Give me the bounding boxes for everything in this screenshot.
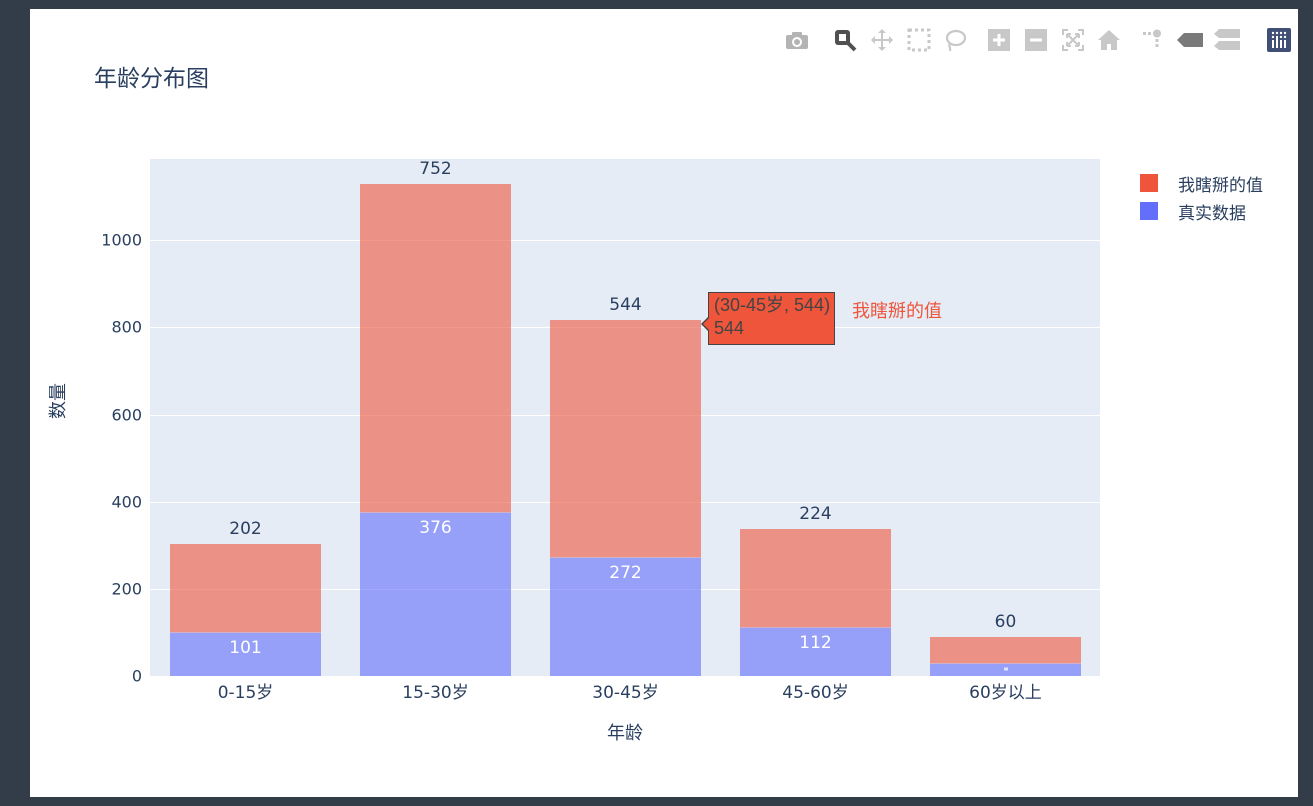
hover-closest-icon[interactable] <box>1177 27 1203 53</box>
bar-real-3[interactable] <box>740 627 891 676</box>
legend-item-guess[interactable]: 我瞎掰的值 <box>1140 169 1263 197</box>
hover-line-1: (30-45岁, 544) <box>714 295 831 315</box>
legend: 我瞎掰的值 真实数据 <box>1140 169 1263 225</box>
bar-label-real-0: 101 <box>229 637 262 658</box>
zoom-out-icon[interactable] <box>1023 27 1049 53</box>
hover-line-2: 544 <box>714 318 745 338</box>
bar-label-guess-1: 752 <box>419 158 452 179</box>
x-tick-2: 30-45岁 <box>592 683 659 703</box>
chart-title: 年龄分布图 <box>94 66 209 92</box>
bar-label-guess-0: 202 <box>229 518 262 539</box>
x-axis-title: 年龄 <box>607 723 643 744</box>
x-tick-0: 0-15岁 <box>217 683 274 703</box>
bar-label-real-3: 112 <box>799 633 832 654</box>
spike-lines-icon[interactable] <box>1140 27 1166 53</box>
zoom-in-icon[interactable] <box>986 27 1012 53</box>
bar-real-1[interactable] <box>360 511 511 676</box>
y-tick-400: 400 <box>111 492 142 512</box>
bar-label-real-4 <box>1003 667 1008 671</box>
hover-arrow-fill <box>703 317 710 331</box>
bar-guess-0[interactable] <box>170 543 321 633</box>
y-tick-200: 200 <box>111 579 142 599</box>
y-tick-800: 800 <box>111 317 142 337</box>
plotly-logo-icon[interactable] <box>1266 27 1292 53</box>
bar-label-real-2: 272 <box>609 563 642 584</box>
y-tick-600: 600 <box>111 405 142 425</box>
autoscale-icon[interactable] <box>1060 27 1086 53</box>
legend-label-guess: 我瞎掰的值 <box>1178 175 1263 196</box>
bar-label-real-1: 376 <box>419 517 452 538</box>
plot-container: 年龄分布图 0 200 400 600 800 1000 数量 202 101 0-… <box>30 9 1298 797</box>
hover-trace-name: 我瞎掰的值 <box>846 296 948 325</box>
x-tick-4: 60岁以上 <box>969 683 1042 703</box>
y-axis-title: 数量 <box>48 383 69 419</box>
legend-label-real: 真实数据 <box>1178 203 1246 224</box>
bar-guess-2[interactable] <box>550 319 701 559</box>
bar-guess-4[interactable] <box>930 636 1081 664</box>
bar-guess-3[interactable] <box>740 529 891 629</box>
bar-real-0[interactable] <box>170 631 321 676</box>
gridline-1000 <box>150 240 1100 241</box>
bar-label-guess-2: 544 <box>609 294 642 315</box>
legend-swatch-real <box>1140 202 1158 220</box>
bar-label-guess-3: 224 <box>799 504 832 525</box>
legend-item-real[interactable]: 真实数据 <box>1140 197 1263 225</box>
bar-label-guess-4: 60 <box>994 611 1017 632</box>
camera-icon[interactable] <box>784 27 810 53</box>
zoom-icon[interactable] <box>832 27 858 53</box>
reset-axes-icon[interactable] <box>1096 27 1122 53</box>
bar-real-2[interactable] <box>550 557 701 676</box>
legend-swatch-guess <box>1140 174 1158 192</box>
y-tick-0: 0 <box>131 666 142 686</box>
x-tick-1: 15-30岁 <box>402 683 469 703</box>
x-tick-3: 45-60岁 <box>782 683 849 703</box>
pan-icon[interactable] <box>869 27 895 53</box>
hover-tooltip: (30-45岁, 544) 544 <box>701 292 836 345</box>
lasso-select-icon[interactable] <box>942 27 968 53</box>
box-select-icon[interactable] <box>906 27 932 53</box>
y-tick-1000: 1000 <box>101 230 142 250</box>
bar-guess-1[interactable] <box>360 183 511 513</box>
hover-compare-icon[interactable] <box>1214 27 1240 53</box>
